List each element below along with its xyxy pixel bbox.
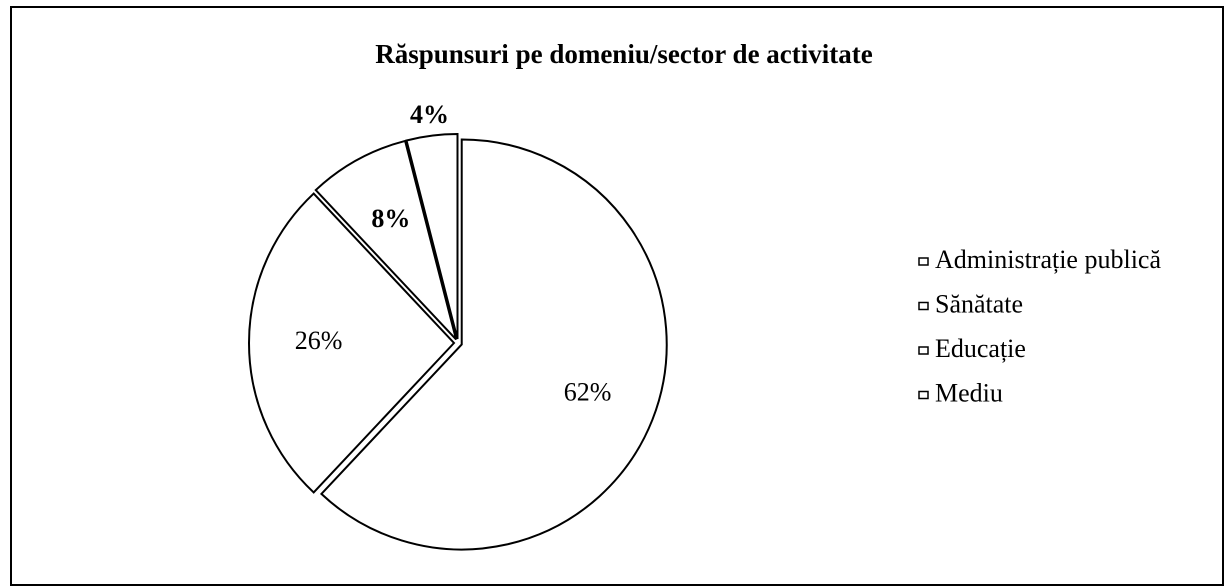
data-label: 62%	[564, 377, 612, 406]
legend-marker	[918, 346, 929, 355]
data-label: 8%	[371, 204, 410, 233]
legend-marker	[918, 301, 929, 311]
legend-label: Educație	[935, 334, 1026, 363]
pie-slice	[319, 138, 668, 551]
legend-marker	[918, 390, 929, 400]
chart-title: Răspunsuri pe domeniu/sector de activita…	[375, 39, 873, 69]
legend-label: Mediu	[935, 378, 1003, 407]
data-label: 26%	[295, 326, 343, 355]
pie-slice	[314, 139, 458, 341]
pie-slice	[248, 192, 456, 494]
data-label: 4%	[410, 100, 449, 129]
legend-label: Administrație publică	[935, 245, 1161, 274]
legend-marker	[918, 257, 929, 266]
legend-label: Sănătate	[935, 289, 1023, 318]
pie-slice	[405, 133, 459, 340]
